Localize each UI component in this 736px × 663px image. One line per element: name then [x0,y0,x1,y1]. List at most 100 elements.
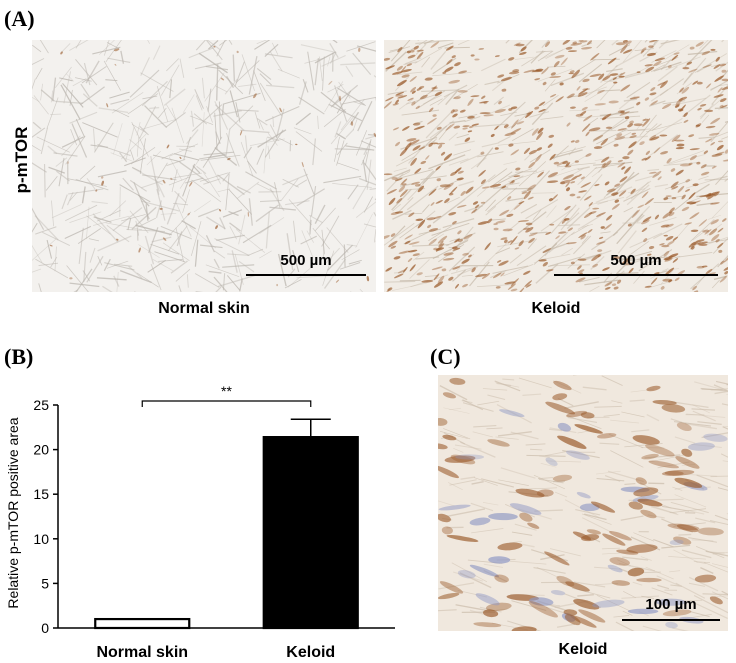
tissue-fiber [323,175,362,184]
stained-cell [438,240,444,248]
stained-cell [622,40,628,43]
stained-cell [580,412,595,419]
stained-cell [427,117,437,125]
stained-cell [406,138,417,142]
tissue-fiber [323,258,347,289]
stained-cell [504,281,516,285]
tissue-fiber [140,200,180,212]
tissue-fiber [709,175,728,182]
stained-cell [512,69,520,73]
tissue-fiber [713,384,728,391]
stained-cell [545,231,552,235]
stained-cell [689,148,700,151]
stained-cell [593,146,603,149]
stained-cell [475,273,487,278]
tissue-fiber [119,152,128,163]
tissue-fiber [438,582,475,590]
stained-cell [649,136,660,141]
stained-cell [705,138,713,143]
tissue-fiber [439,430,468,439]
panel-a-label: (A) [4,6,35,31]
tissue-fiber [175,268,191,282]
tissue-fiber [50,256,58,268]
tissue-fiber [131,166,142,173]
tissue-fiber [32,145,42,151]
tissue-fiber [409,259,430,279]
tissue-fiber [578,115,610,119]
stained-cell [577,258,587,261]
stained-cell [495,286,501,289]
stained-cell [493,223,498,226]
tissue-fiber [500,467,536,479]
tissue-fiber [214,104,245,132]
tissue-fiber [179,58,185,78]
stained-cell [681,206,690,212]
stained-cell [683,119,689,123]
stained-cell [459,109,466,113]
stained-cell [480,179,486,185]
tissue-fiber [664,44,690,61]
tissue-fiber [507,221,521,232]
tissue-fiber [347,184,359,200]
tissue-fiber [93,122,114,153]
tissue-fiber [417,40,420,42]
tissue-fiber [425,125,448,147]
tissue-fiber [85,60,100,84]
stained-cell [544,551,570,566]
tissue-fiber [615,52,643,68]
stained-cell [528,601,558,618]
stained-cell [636,71,641,74]
stained-cell [412,145,421,151]
stained-cell [692,183,699,187]
tissue-fiber [322,250,335,286]
tissue-fiber [579,276,600,283]
tissue-fiber [129,179,147,192]
tissue-fiber [578,63,603,83]
stained-cell [213,45,216,48]
stained-cell [449,377,466,385]
tissue-fiber [589,285,600,292]
stained-cell [495,220,506,224]
tissue-fiber [483,104,511,117]
y-tick-label: 25 [33,397,49,413]
tissue-fiber [238,83,257,88]
tissue-fiber [277,253,287,287]
stained-cell [684,222,693,225]
tissue-fiber [238,261,255,273]
tissue-fiber [577,430,590,434]
tissue-fiber [109,200,127,217]
stained-cell [564,205,571,211]
stained-cell [95,189,98,192]
tissue-fiber [584,279,619,286]
stained-cell [515,167,521,171]
tissue-fiber [447,508,486,517]
tissue-fiber [558,224,581,227]
stained-cell [114,63,117,66]
stained-cell [681,448,693,457]
tissue-fiber [361,151,368,166]
tissue-fiber [253,70,266,102]
tissue-fiber [700,567,714,574]
nucleus-blue [627,608,659,615]
tissue-fiber [307,51,315,91]
stained-cell [439,184,451,188]
tissue-fiber [364,139,372,166]
stained-cell [458,70,468,74]
tissue-fiber [458,180,474,187]
tissue-fiber [147,40,150,44]
tissue-fiber [529,231,548,235]
tissue-fiber [584,91,602,102]
tissue-fiber [621,250,653,261]
tissue-fiber [668,153,706,165]
tissue-fiber [548,231,575,253]
stained-cell [578,232,588,239]
tissue-fiber [296,188,325,207]
tissue-fiber [160,64,180,96]
stained-cell [399,189,408,198]
stained-cell [402,126,410,131]
tissue-fiber [32,127,46,138]
tissue-fiber [215,85,228,93]
tissue-fiber [32,58,45,65]
stained-cell [673,536,692,545]
stained-cell [611,203,620,210]
